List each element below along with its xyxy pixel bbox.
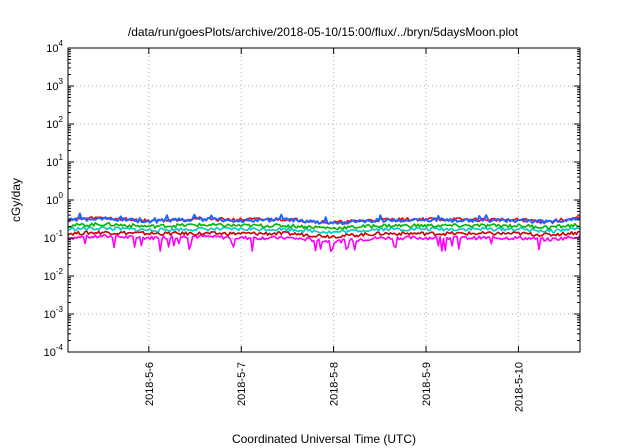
x-axis-label: Coordinated Universal Time (UTC) bbox=[232, 432, 416, 446]
series-line bbox=[67, 226, 581, 234]
y-tick-label: 10-4 bbox=[44, 343, 64, 359]
y-axis: 10-4 10-3 10-2 10-1 100 101 102 103 104 bbox=[44, 39, 580, 359]
y-tick-label: 103 bbox=[46, 77, 63, 93]
x-tick-label: 2018-5-6 bbox=[144, 362, 156, 406]
y-tick-label: 10-2 bbox=[44, 267, 64, 283]
grid bbox=[68, 48, 580, 352]
y-tick-label: 102 bbox=[46, 115, 63, 131]
y-axis-label: cGy/day bbox=[9, 178, 23, 222]
y-tick-label: 101 bbox=[46, 153, 63, 169]
y-tick-label: 10-1 bbox=[44, 229, 64, 245]
series-line bbox=[67, 212, 581, 226]
series-line bbox=[67, 230, 581, 239]
series-group bbox=[67, 212, 581, 253]
chart-title: /data/run/goesPlots/archive/2018-05-10/1… bbox=[128, 25, 519, 39]
x-tick-label: 2018-5-8 bbox=[329, 362, 341, 406]
y-tick-label: 104 bbox=[46, 39, 63, 55]
x-axis: 2018-5-6 2018-5-7 2018-5-8 2018-5-9 2018-5-1… bbox=[144, 48, 525, 412]
x-tick-label: 2018-5-10 bbox=[513, 362, 525, 412]
x-tick-label: 2018-5-7 bbox=[236, 362, 248, 406]
x-tick-label: 2018-5-9 bbox=[421, 362, 433, 406]
series-line bbox=[67, 221, 581, 231]
y-tick-label: 100 bbox=[46, 191, 63, 207]
series-line bbox=[67, 234, 581, 253]
y-tick-label: 10-3 bbox=[44, 305, 64, 321]
